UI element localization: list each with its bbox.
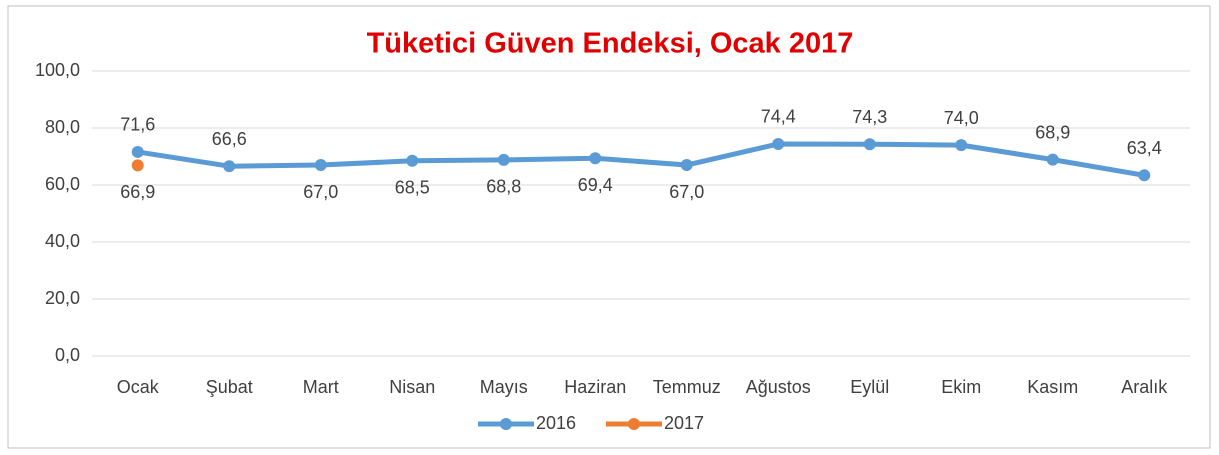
- y-tick-label: 60,0: [45, 174, 80, 194]
- data-point: [863, 138, 876, 151]
- data-point: [406, 154, 419, 167]
- data-point: [955, 139, 968, 152]
- x-tick-label: Mart: [303, 377, 339, 397]
- data-point: [680, 159, 693, 172]
- y-tick-label: 80,0: [45, 117, 80, 137]
- legend-label: 2017: [664, 413, 704, 433]
- data-label: 67,0: [303, 182, 338, 202]
- series-line: [137, 141, 1145, 178]
- data-label: 68,8: [486, 177, 521, 197]
- y-tick-label: 40,0: [45, 231, 80, 251]
- data-label: 63,4: [1127, 138, 1162, 158]
- x-tick-label: Nisan: [389, 377, 435, 397]
- data-label: 67,0: [669, 182, 704, 202]
- data-label: 71,6: [120, 115, 155, 135]
- data-label: 74,3: [852, 107, 887, 127]
- x-tick-label: Ağustos: [746, 377, 811, 397]
- data-label: 66,9: [120, 182, 155, 202]
- data-point: [589, 152, 602, 165]
- x-tick-label: Şubat: [206, 377, 253, 397]
- x-tick-label: Mayıs: [480, 377, 528, 397]
- data-label: 74,4: [761, 107, 796, 127]
- data-point: [1138, 169, 1151, 182]
- data-label: 66,6: [212, 129, 247, 149]
- legend-marker: [628, 418, 640, 430]
- x-tick-label: Aralık: [1121, 377, 1168, 397]
- data-label: 68,5: [395, 178, 430, 198]
- legend-marker: [500, 418, 512, 430]
- x-tick-label: Ocak: [117, 377, 160, 397]
- y-tick-label: 20,0: [45, 288, 80, 308]
- data-label: 68,9: [1035, 122, 1070, 142]
- legend-label: 2016: [536, 413, 576, 433]
- data-point: [131, 145, 144, 158]
- data-point: [131, 159, 144, 172]
- x-tick-label: Temmuz: [653, 377, 721, 397]
- data-label: 74,0: [944, 108, 979, 128]
- x-tick-label: Kasım: [1027, 377, 1078, 397]
- y-tick-label: 0,0: [55, 345, 80, 365]
- chart-title: Tüketici Güven Endeksi, Ocak 2017: [367, 28, 854, 60]
- x-tick-label: Ekim: [941, 377, 981, 397]
- x-tick-label: Eylül: [850, 377, 889, 397]
- data-point: [1046, 153, 1059, 166]
- chart-border: [7, 5, 1211, 449]
- data-label: 69,4: [578, 175, 613, 195]
- y-tick-label: 100,0: [35, 60, 80, 80]
- data-point: [497, 153, 510, 166]
- data-point: [314, 159, 327, 172]
- x-tick-label: Haziran: [564, 377, 626, 397]
- data-point: [772, 137, 785, 150]
- data-point: [223, 160, 236, 173]
